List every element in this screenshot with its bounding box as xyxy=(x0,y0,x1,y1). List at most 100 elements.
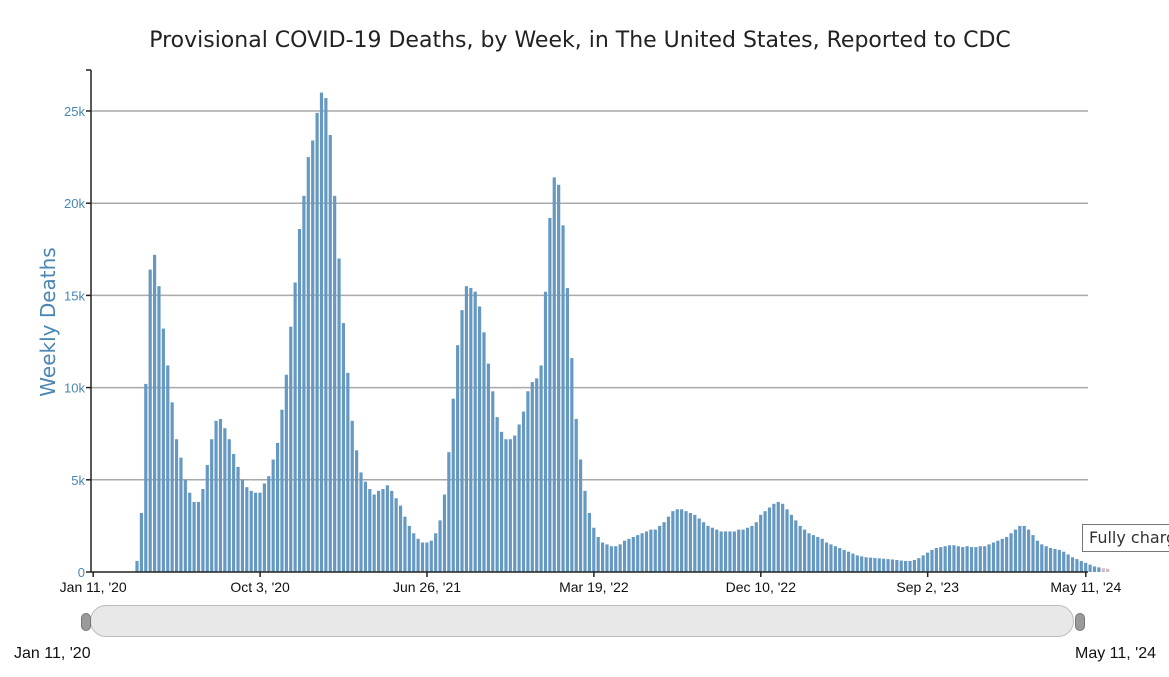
bar-week-230[interactable] xyxy=(1101,568,1105,572)
bar-week-226[interactable] xyxy=(1084,562,1088,572)
bar-week-25[interactable] xyxy=(201,489,205,572)
range-slider-left-handle[interactable] xyxy=(81,613,91,631)
bar-week-193[interactable] xyxy=(939,547,943,572)
bar-week-200[interactable] xyxy=(969,547,974,572)
bar-week-84[interactable] xyxy=(460,310,464,572)
bar-week-36[interactable] xyxy=(249,490,253,572)
bar-week-172[interactable] xyxy=(846,551,851,572)
bar-week-198[interactable] xyxy=(961,547,965,572)
bar-week-228[interactable] xyxy=(1092,566,1097,572)
bar-week-163[interactable] xyxy=(807,533,811,572)
bar-week-177[interactable] xyxy=(868,557,873,572)
bar-week-164[interactable] xyxy=(811,535,815,572)
bar-week-93[interactable] xyxy=(499,431,504,572)
bar-week-88[interactable] xyxy=(478,306,482,572)
bar-week-56[interactable] xyxy=(337,258,341,572)
bar-week-50[interactable] xyxy=(311,140,315,572)
bar-week-57[interactable] xyxy=(341,323,346,572)
bar-week-18[interactable] xyxy=(170,402,174,572)
bar-week-91[interactable] xyxy=(491,391,495,572)
bar-week-52[interactable] xyxy=(319,92,324,572)
bar-week-142[interactable] xyxy=(715,529,719,572)
bar-week-120[interactable] xyxy=(618,544,622,572)
bar-week-30[interactable] xyxy=(223,428,227,572)
bar-week-199[interactable] xyxy=(965,546,969,572)
bar-week-151[interactable] xyxy=(754,522,758,572)
bar-week-89[interactable] xyxy=(482,332,486,572)
bar-week-67[interactable] xyxy=(385,485,389,572)
bar-week-134[interactable] xyxy=(680,509,684,572)
bar-week-35[interactable] xyxy=(245,487,249,572)
bar-week-182[interactable] xyxy=(890,559,895,572)
bar-week-48[interactable] xyxy=(302,195,306,572)
bar-week-179[interactable] xyxy=(877,558,881,572)
bar-week-141[interactable] xyxy=(710,527,714,572)
bar-week-103[interactable] xyxy=(543,291,548,572)
bar-week-100[interactable] xyxy=(530,382,534,572)
bar-week-218[interactable] xyxy=(1048,548,1053,572)
bar-week-37[interactable] xyxy=(254,492,258,572)
bar-week-173[interactable] xyxy=(851,553,855,572)
bar-week-124[interactable] xyxy=(636,535,640,572)
bar-week-23[interactable] xyxy=(192,501,196,572)
bar-week-10[interactable] xyxy=(135,560,139,572)
bar-week-59[interactable] xyxy=(350,420,354,572)
bar-week-215[interactable] xyxy=(1035,540,1039,572)
bar-week-189[interactable] xyxy=(921,555,925,572)
bar-week-129[interactable] xyxy=(658,525,662,572)
bar-week-78[interactable] xyxy=(434,533,438,572)
bar-week-162[interactable] xyxy=(803,529,807,572)
bar-week-39[interactable] xyxy=(262,483,266,572)
bar-week-123[interactable] xyxy=(631,536,635,572)
bar-week-192[interactable] xyxy=(934,548,938,572)
bar-week-122[interactable] xyxy=(627,538,631,572)
bar-week-81[interactable] xyxy=(447,452,451,572)
bar-week-117[interactable] xyxy=(605,544,609,572)
bar-week-216[interactable] xyxy=(1040,544,1044,572)
bar-week-227[interactable] xyxy=(1088,564,1092,572)
range-slider-track[interactable] xyxy=(90,605,1074,637)
bar-week-101[interactable] xyxy=(535,378,539,572)
bar-week-170[interactable] xyxy=(838,548,842,572)
bar-week-125[interactable] xyxy=(640,533,644,572)
bar-week-219[interactable] xyxy=(1053,548,1057,572)
bar-week-51[interactable] xyxy=(315,112,319,573)
bar-week-180[interactable] xyxy=(882,558,886,572)
bar-week-16[interactable] xyxy=(161,328,165,572)
bar-week-165[interactable] xyxy=(816,536,820,572)
bar-week-85[interactable] xyxy=(464,286,469,572)
bar-week-15[interactable] xyxy=(157,286,161,572)
bar-week-71[interactable] xyxy=(403,516,407,572)
bar-week-155[interactable] xyxy=(772,503,776,572)
bar-week-95[interactable] xyxy=(508,439,512,572)
bar-week-128[interactable] xyxy=(653,529,657,572)
bar-week-86[interactable] xyxy=(469,288,473,572)
bar-week-133[interactable] xyxy=(675,509,679,572)
bar-week-64[interactable] xyxy=(372,494,376,572)
bar-week-41[interactable] xyxy=(271,459,275,572)
bar-week-160[interactable] xyxy=(794,520,798,572)
bar-week-225[interactable] xyxy=(1079,560,1083,572)
bar-week-26[interactable] xyxy=(205,465,209,572)
bar-week-138[interactable] xyxy=(697,518,701,572)
bar-week-94[interactable] xyxy=(504,439,508,572)
bar-week-157[interactable] xyxy=(781,503,785,572)
bar-week-106[interactable] xyxy=(557,184,561,572)
bar-week-156[interactable] xyxy=(776,501,780,572)
bar-week-214[interactable] xyxy=(1031,535,1035,572)
bar-week-38[interactable] xyxy=(258,492,262,572)
bar-week-14[interactable] xyxy=(152,254,157,572)
bar-week-31[interactable] xyxy=(227,439,231,572)
bar-week-191[interactable] xyxy=(930,549,934,572)
bar-week-185[interactable] xyxy=(904,560,908,572)
bar-week-87[interactable] xyxy=(473,291,477,572)
bar-week-220[interactable] xyxy=(1057,549,1061,572)
bar-week-190[interactable] xyxy=(925,552,930,572)
bar-week-72[interactable] xyxy=(407,525,411,572)
bar-week-97[interactable] xyxy=(517,424,521,572)
bar-week-159[interactable] xyxy=(789,514,794,572)
bar-week-77[interactable] xyxy=(429,540,433,572)
bar-week-11[interactable] xyxy=(139,512,144,572)
bar-week-90[interactable] xyxy=(486,363,490,572)
bar-week-73[interactable] xyxy=(412,533,416,572)
